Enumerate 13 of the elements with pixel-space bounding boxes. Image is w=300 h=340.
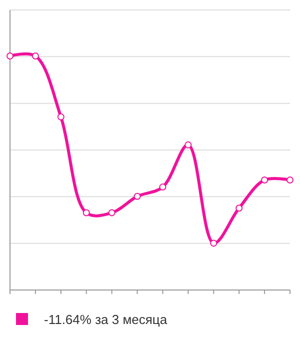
point (108, 209, 116, 216)
point (57, 113, 64, 120)
point (134, 192, 141, 200)
point (236, 204, 243, 212)
point (210, 240, 218, 247)
legend-label: -11.64% за 3 месяца (44, 312, 168, 327)
point (32, 52, 39, 60)
point (6, 52, 14, 60)
point (159, 184, 166, 191)
point (261, 176, 268, 184)
point (286, 176, 294, 184)
point (184, 141, 192, 148)
point (82, 209, 90, 216)
